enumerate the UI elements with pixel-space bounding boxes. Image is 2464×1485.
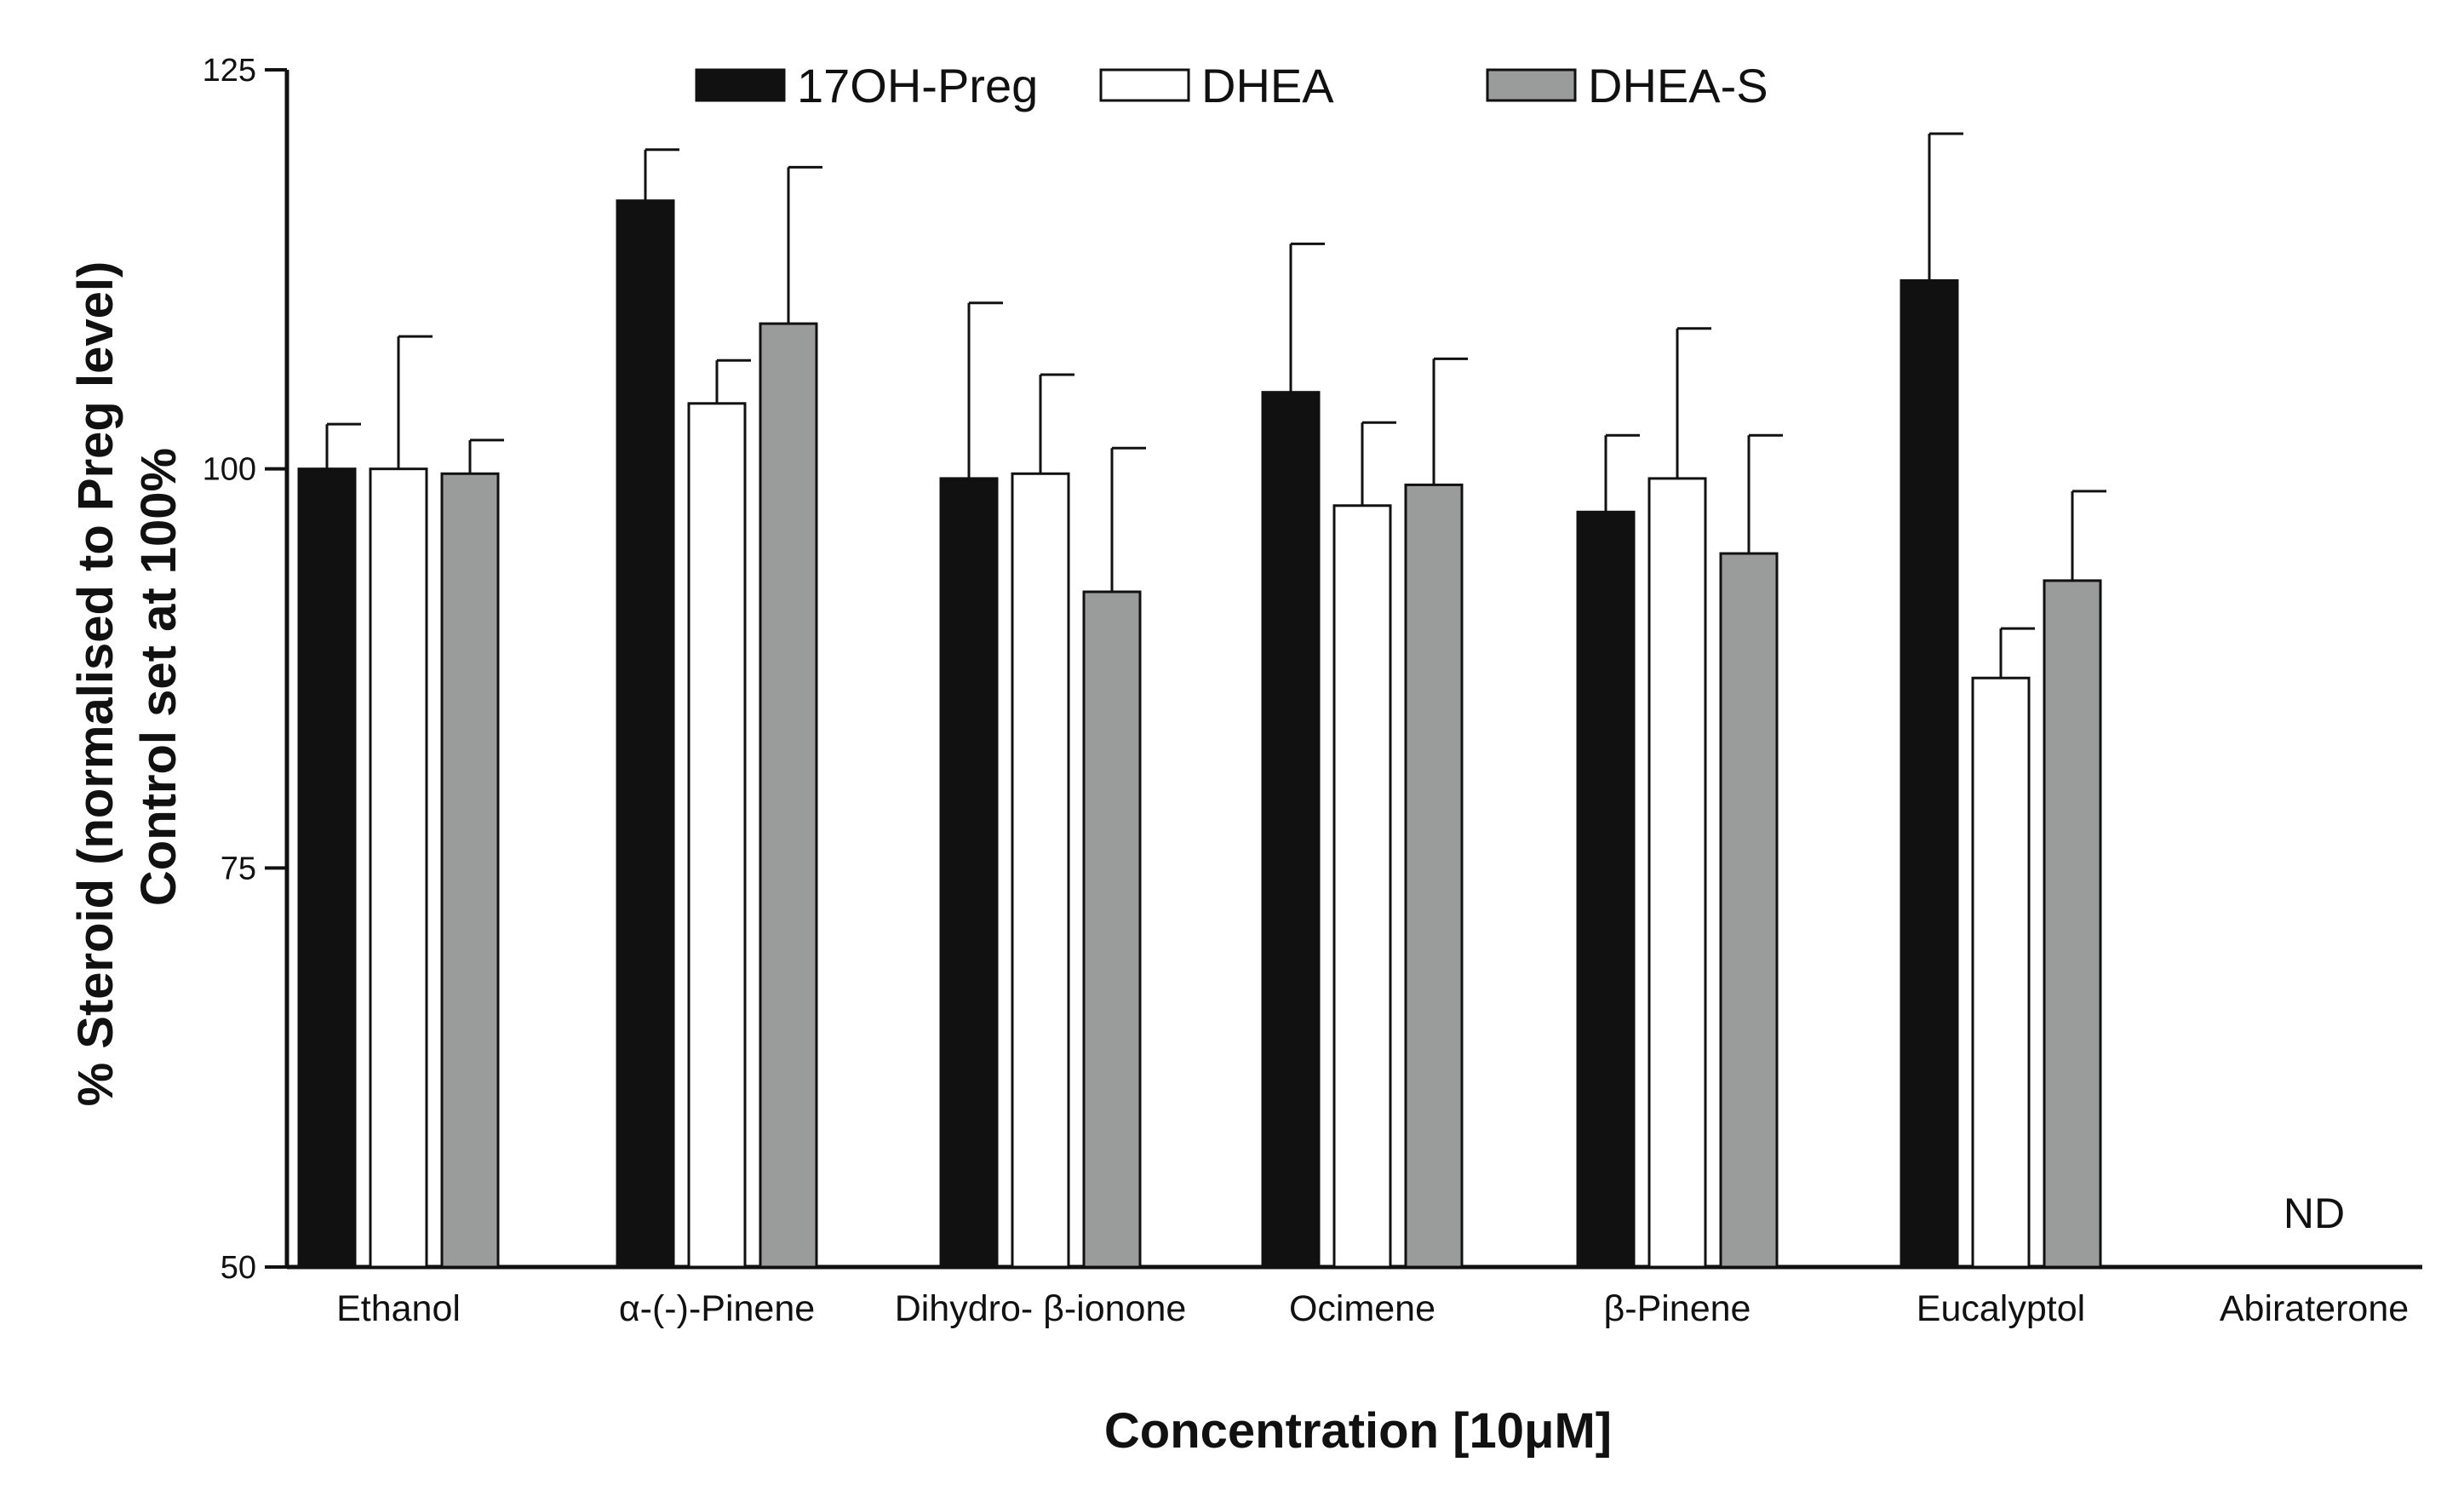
bar <box>616 199 675 1269</box>
bar <box>1332 504 1392 1269</box>
y-axis-title: % Steroid (normalised to Preg level) Con… <box>68 248 186 1107</box>
y-tick-label: 100 <box>203 452 256 488</box>
bars-layer: ND <box>297 132 2345 1269</box>
legend-swatch <box>695 68 786 102</box>
legend: 17OH-Preg DHEA DHEA-S <box>695 59 1768 112</box>
y-axis-title-line2: Control set at 100% <box>131 448 186 906</box>
bar <box>687 402 747 1269</box>
category-label: Abiraterone <box>2220 1288 2409 1329</box>
legend-label: DHEA-S <box>1588 59 1768 112</box>
y-tick-label: 50 <box>221 1250 256 1286</box>
bar <box>1576 510 1636 1269</box>
x-axis-title: Concentration [10μM] <box>1104 1403 1612 1459</box>
bar <box>440 472 500 1269</box>
category-label: Ocimene <box>1289 1288 1435 1329</box>
bar <box>1082 590 1142 1269</box>
bar <box>1971 676 2031 1269</box>
category-label: Dihydro- β-ionone <box>895 1288 1187 1329</box>
y-axis-title-line1: % Steroid (normalised to Preg level) <box>68 261 123 1107</box>
legend-label: 17OH-Preg <box>797 59 1038 112</box>
bar <box>759 322 818 1269</box>
bar <box>1011 472 1070 1269</box>
bar <box>1719 552 1779 1269</box>
bar <box>1404 483 1464 1269</box>
bar <box>1647 477 1707 1269</box>
bar <box>369 467 428 1269</box>
category-label: Ethanol <box>336 1288 461 1329</box>
y-tick-label: 75 <box>221 851 256 886</box>
bar <box>2043 579 2102 1269</box>
legend-swatch <box>1486 68 1577 102</box>
category-label: β-Pinene <box>1604 1288 1751 1329</box>
axes-layer: 50 75 100 125 Ethanol α-(-)-Pinene Dihydro- β-… <box>203 53 2422 1329</box>
bar <box>297 467 357 1269</box>
not-detected-annotation: ND <box>2283 1190 2345 1237</box>
bar <box>1900 278 1959 1269</box>
legend-swatch <box>1099 68 1190 102</box>
y-tick-label: 125 <box>203 53 256 89</box>
bar <box>939 477 999 1269</box>
category-label: Eucalyptol <box>1917 1288 2085 1329</box>
legend-label: DHEA <box>1201 59 1334 112</box>
bar <box>1261 391 1321 1269</box>
category-label: α-(-)-Pinene <box>619 1288 815 1329</box>
